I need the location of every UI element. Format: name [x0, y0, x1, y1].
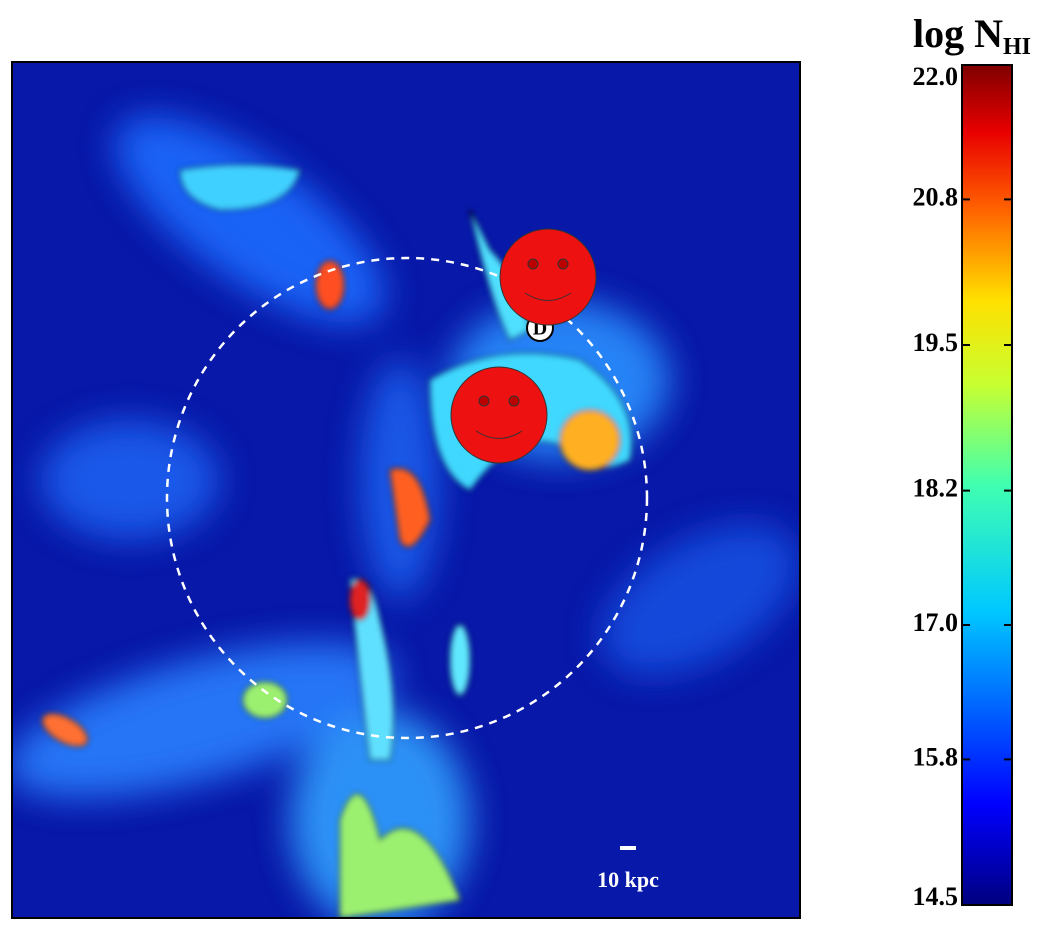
colorbar-title: log NHI [913, 11, 1031, 59]
tick-label: 20.8 [913, 182, 959, 211]
tick-label: 14.5 [913, 882, 959, 911]
colorbar-title-sub: HI [1003, 34, 1031, 60]
smiley [450, 366, 548, 464]
scale-bar [620, 846, 636, 850]
scale-bar-label: 10 kpc [597, 867, 659, 892]
colorbar-title-main: log N [913, 11, 1003, 56]
smiley [499, 228, 597, 326]
tick-label: 18.2 [913, 474, 959, 503]
map-frame [11, 61, 801, 919]
tick-label: 19.5 [913, 328, 959, 357]
tick-label: 17.0 [913, 608, 959, 637]
tick-label: 22.0 [913, 62, 959, 91]
tick-label: 15.8 [913, 742, 959, 771]
colorbar [961, 64, 1013, 906]
density-map: D 10 kpc [12, 62, 800, 918]
